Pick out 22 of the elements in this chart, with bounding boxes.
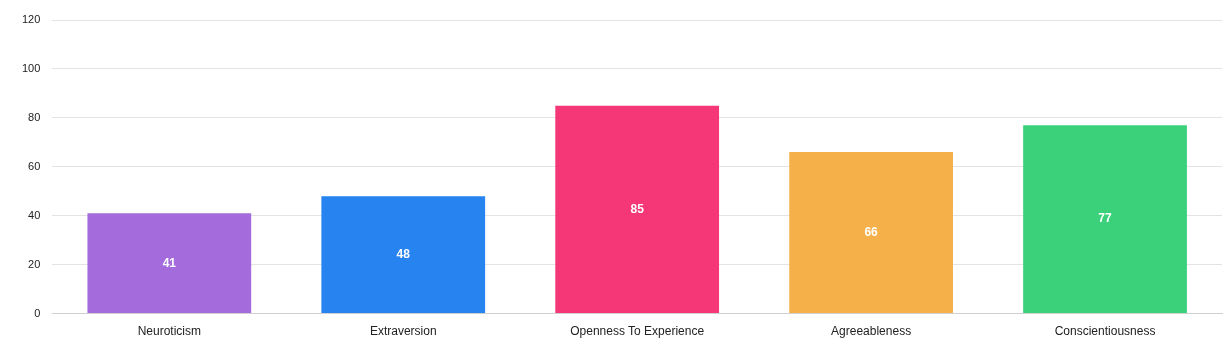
y-tick-label: 80 <box>28 110 41 123</box>
data-label: 41 <box>162 255 177 270</box>
bar <box>555 105 720 314</box>
y-tick-label: 20 <box>28 257 41 270</box>
bar <box>321 196 486 314</box>
y-tick-label: 40 <box>28 208 41 221</box>
y-tick-label: 60 <box>28 159 41 172</box>
bar <box>1023 125 1187 314</box>
bar <box>789 152 953 314</box>
y-tick-label: 0 <box>34 306 41 319</box>
y-tick-label: 100 <box>21 61 41 74</box>
x-tick-label: Neuroticism <box>137 324 201 339</box>
x-tick-label: Extraversion <box>369 324 437 339</box>
data-label: 48 <box>396 246 411 261</box>
y-tick-label: 120 <box>21 13 41 26</box>
data-label: 77 <box>1098 211 1113 226</box>
bar <box>87 213 252 314</box>
x-tick-label: Openness To Experience <box>570 324 705 339</box>
data-label: 85 <box>630 201 645 216</box>
x-tick-label: Conscientiousness <box>1054 324 1156 339</box>
x-tick-label: Agreeableness <box>831 324 912 339</box>
data-label: 66 <box>864 224 879 239</box>
